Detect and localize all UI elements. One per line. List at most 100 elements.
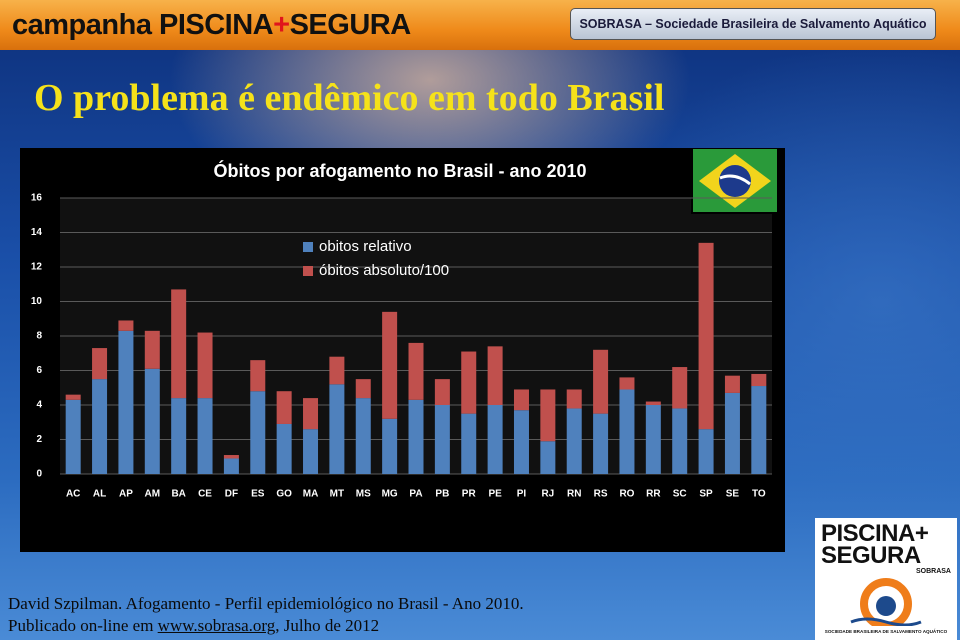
bar-segment bbox=[540, 441, 556, 474]
x-tick-label: MS bbox=[356, 489, 371, 500]
bar-segment bbox=[645, 401, 661, 405]
bar-segment bbox=[303, 429, 319, 474]
x-tick-label: PE bbox=[488, 489, 502, 500]
x-tick-label: SE bbox=[726, 489, 740, 500]
bar-segment bbox=[593, 349, 609, 414]
bar-segment bbox=[487, 405, 503, 474]
bar-segment bbox=[698, 429, 714, 474]
x-tick-label: RJ bbox=[541, 489, 554, 500]
chart-title: Óbitos por afogamento no Brasil - ano 20… bbox=[213, 160, 586, 181]
bar-segment bbox=[566, 389, 582, 409]
bar-segment bbox=[92, 379, 108, 474]
x-tick-label: BA bbox=[171, 489, 185, 500]
logo-text: SEGURA bbox=[821, 542, 921, 569]
bar-segment bbox=[408, 342, 424, 400]
campaign-title: campanha PISCINA+SEGURA bbox=[12, 9, 411, 42]
y-tick-label: 8 bbox=[36, 331, 42, 342]
x-tick-label: ES bbox=[251, 489, 265, 500]
y-tick-label: 14 bbox=[31, 227, 43, 238]
bar-segment bbox=[645, 405, 661, 474]
x-tick-label: PR bbox=[462, 489, 477, 500]
bar-segment bbox=[329, 356, 345, 385]
bar-segment bbox=[751, 386, 767, 474]
organization: SOBRASA – Sociedade Brasileira de Salvam… bbox=[570, 8, 936, 40]
logo: PISCINA+ SEGURA SOBRASA SOCIEDADE BRASIL… bbox=[815, 518, 957, 640]
bar-segment bbox=[593, 413, 609, 474]
bar-segment bbox=[65, 399, 81, 474]
bar-segment bbox=[118, 320, 134, 331]
bar-segment bbox=[566, 408, 582, 474]
bar-segment bbox=[250, 360, 266, 392]
bar-segment bbox=[223, 455, 239, 459]
bar-segment bbox=[672, 408, 688, 474]
x-tick-label: SC bbox=[673, 489, 687, 500]
bar-segment bbox=[698, 242, 714, 430]
bar-segment bbox=[197, 398, 213, 474]
bar-segment bbox=[513, 389, 529, 411]
bar-segment bbox=[461, 351, 477, 414]
x-tick-label: RS bbox=[594, 489, 608, 500]
bar-segment bbox=[144, 330, 160, 369]
bar-segment bbox=[672, 367, 688, 409]
bar-segment bbox=[434, 379, 450, 405]
bar-segment bbox=[92, 348, 108, 380]
bar-segment bbox=[513, 410, 529, 474]
x-tick-label: SP bbox=[699, 489, 713, 500]
logo-text: SOBRASA bbox=[915, 568, 951, 575]
publication-line: Publicado on-line em www.sobrasa.org, Ju… bbox=[8, 616, 379, 636]
x-tick-label: PA bbox=[409, 489, 422, 500]
y-tick-label: 12 bbox=[31, 262, 43, 273]
header-bar: campanha PISCINA+SEGURA SOBRASA – Socied… bbox=[0, 0, 960, 50]
website-link[interactable]: www.sobrasa.org bbox=[157, 616, 276, 635]
slide-title: O problema é endêmico em todo Brasil bbox=[34, 77, 665, 119]
x-tick-label: RO bbox=[619, 489, 634, 500]
x-tick-label: AM bbox=[145, 489, 161, 500]
x-tick-label: RN bbox=[567, 489, 581, 500]
bar-segment bbox=[751, 373, 767, 387]
y-tick-label: 16 bbox=[31, 193, 43, 204]
bar-segment bbox=[382, 311, 398, 419]
legend-label: óbitos absoluto/100 bbox=[319, 262, 449, 279]
bar-segment bbox=[382, 418, 398, 474]
x-tick-label: CE bbox=[198, 489, 212, 500]
bar-segment bbox=[276, 391, 292, 424]
y-tick-label: 10 bbox=[31, 296, 43, 307]
x-tick-label: PB bbox=[435, 489, 449, 500]
bar-segment bbox=[144, 368, 160, 474]
x-tick-label: PI bbox=[517, 489, 527, 500]
x-tick-label: RR bbox=[646, 489, 661, 500]
legend-swatch bbox=[303, 266, 313, 276]
logo-emblem bbox=[850, 578, 922, 626]
bar-segment bbox=[540, 389, 556, 442]
bar-segment bbox=[276, 423, 292, 474]
publication-text: , Julho de 2012 bbox=[275, 616, 380, 635]
bar-segment bbox=[724, 392, 740, 474]
bar-segment bbox=[303, 398, 319, 430]
bar-segment bbox=[355, 398, 371, 474]
bar-segment bbox=[487, 346, 503, 405]
bar-segment bbox=[461, 413, 477, 474]
publication-text: Publicado on-line em bbox=[8, 616, 158, 635]
campaign-plus: + bbox=[273, 9, 290, 41]
bar-segment bbox=[329, 384, 345, 474]
logo-text: PISCINA+ bbox=[821, 520, 929, 547]
chart: Óbitos por afogamento no Brasil - ano 20… bbox=[20, 148, 785, 552]
bar-segment bbox=[171, 289, 187, 399]
legend-swatch bbox=[303, 242, 313, 252]
bar-segment bbox=[171, 398, 187, 474]
x-tick-label: MA bbox=[303, 489, 319, 500]
bar-segment bbox=[724, 375, 740, 393]
legend-label: obitos relativo bbox=[319, 238, 412, 255]
x-tick-label: GO bbox=[276, 489, 292, 500]
x-tick-label: MT bbox=[330, 489, 344, 500]
bar-segment bbox=[250, 391, 266, 474]
logo-text: SOCIEDADE BRASILEIRA DE SALVAMENTO AQUÁT… bbox=[824, 629, 948, 634]
x-tick-label: AL bbox=[93, 489, 106, 500]
bar-segment bbox=[434, 405, 450, 474]
y-tick-label: 6 bbox=[36, 365, 42, 376]
campaign-part: SEGURA bbox=[289, 9, 412, 41]
x-tick-label: DF bbox=[225, 489, 238, 500]
bar-segment bbox=[355, 379, 371, 399]
campaign-part: campanha PISCINA bbox=[12, 9, 274, 41]
